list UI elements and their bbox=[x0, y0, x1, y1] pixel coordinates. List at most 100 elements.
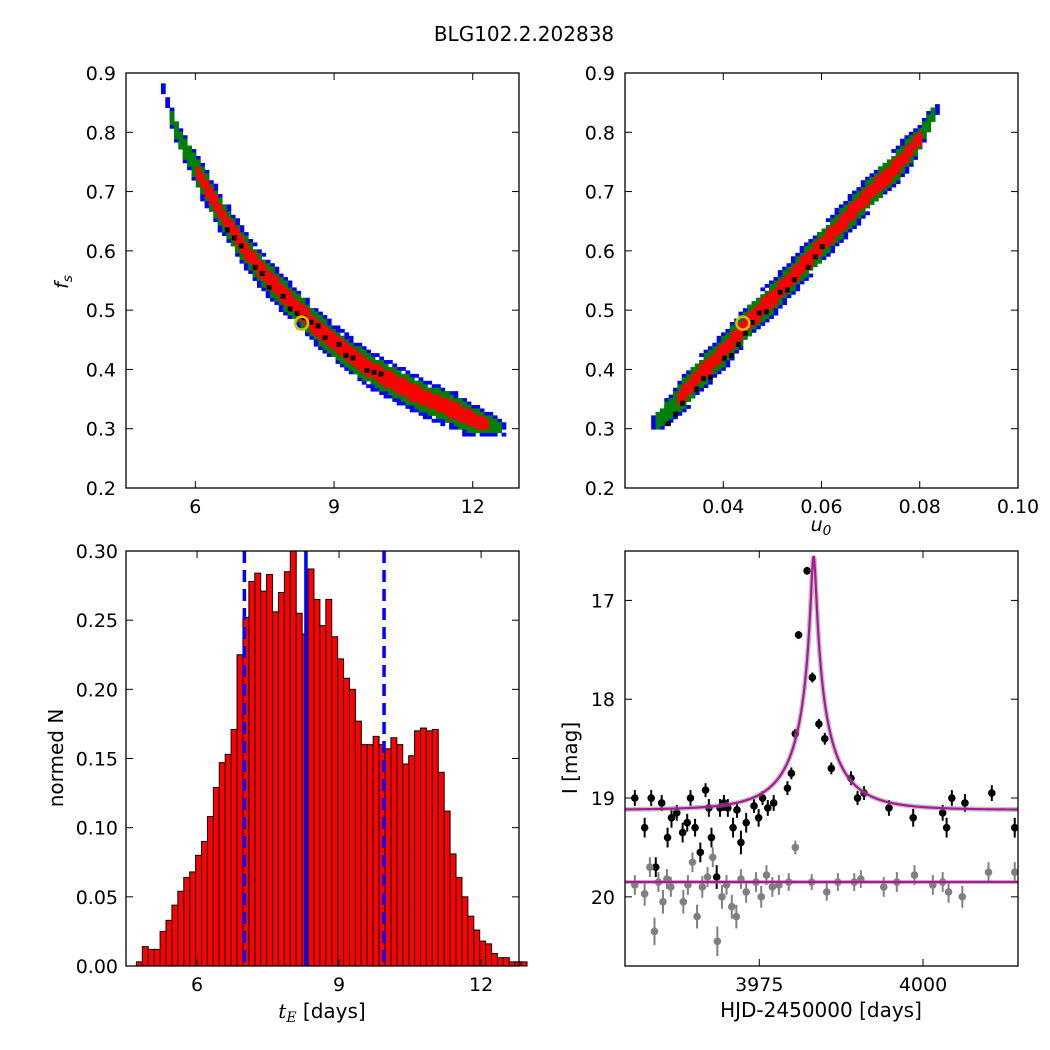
confidence-cell bbox=[664, 411, 670, 416]
confidence-cell bbox=[418, 380, 424, 385]
confidence-cell bbox=[287, 297, 293, 302]
confidence-cell bbox=[287, 315, 293, 319]
confidence-cell bbox=[825, 235, 831, 240]
confidence-cell bbox=[786, 290, 792, 295]
data-point bbox=[691, 823, 699, 832]
confidence-cell bbox=[479, 415, 485, 420]
axes-frame bbox=[624, 72, 1019, 489]
histogram-bar bbox=[455, 876, 463, 967]
confidence-cell bbox=[278, 301, 284, 306]
confidence-cell bbox=[699, 360, 704, 364]
confidence-cell bbox=[339, 353, 345, 357]
data-point bbox=[1010, 868, 1018, 876]
confidence-cell bbox=[243, 249, 249, 254]
confidence-cell bbox=[930, 111, 936, 115]
confidence-cell bbox=[418, 405, 424, 409]
confidence-cell bbox=[444, 401, 450, 406]
confidence-cell bbox=[431, 384, 437, 389]
confidence-cell bbox=[361, 366, 367, 371]
confidence-cell bbox=[751, 315, 757, 319]
confidence-cell bbox=[248, 252, 254, 257]
confidence-cell bbox=[326, 332, 332, 337]
confidence-cell bbox=[361, 346, 367, 351]
confidence-cell bbox=[860, 194, 866, 198]
confidence-cell bbox=[462, 425, 467, 430]
confidence-cell bbox=[274, 283, 280, 288]
confidence-cell bbox=[821, 239, 827, 243]
confidence-cell bbox=[388, 387, 393, 392]
confidence-cell bbox=[230, 239, 236, 243]
confidence-cell bbox=[716, 353, 722, 357]
confidence-cell bbox=[703, 384, 709, 389]
confidence-cell bbox=[773, 308, 779, 313]
confidence-cell bbox=[488, 418, 494, 423]
confidence-cell bbox=[440, 387, 446, 392]
confidence-cell bbox=[296, 318, 302, 323]
confidence-cell bbox=[873, 180, 879, 185]
confidence-cell bbox=[830, 232, 835, 236]
confidence-cell bbox=[326, 339, 332, 344]
confidence-cell bbox=[900, 162, 905, 167]
confidence-cell bbox=[847, 207, 853, 212]
confidence-cell bbox=[322, 322, 328, 326]
confidence-cell bbox=[847, 204, 853, 209]
confidence-cell bbox=[252, 270, 258, 274]
histogram-bar bbox=[431, 728, 439, 967]
confidence-cell bbox=[852, 197, 857, 202]
confidence-cell bbox=[492, 432, 498, 437]
confidence-cell bbox=[795, 252, 801, 257]
confidence-cell bbox=[287, 283, 293, 288]
histogram-bar bbox=[479, 940, 487, 967]
confidence-cell bbox=[677, 384, 683, 389]
confidence-cell bbox=[339, 346, 345, 351]
confidence-cell bbox=[235, 239, 240, 243]
y-tick-label: 0.2 bbox=[86, 478, 116, 500]
confidence-cell bbox=[444, 418, 450, 423]
confidence-cell bbox=[847, 218, 853, 223]
confidence-cell bbox=[370, 356, 376, 361]
confidence-cell bbox=[405, 373, 411, 378]
confidence-cell bbox=[252, 249, 258, 254]
confidence-cell bbox=[195, 176, 201, 181]
confidence-cell bbox=[418, 391, 424, 396]
data-point bbox=[961, 799, 969, 807]
histogram-bar bbox=[425, 730, 433, 967]
confidence-cell bbox=[659, 425, 665, 430]
confidence-cell bbox=[869, 180, 875, 185]
confidence-cell bbox=[917, 135, 923, 140]
confidence-cell bbox=[217, 218, 223, 223]
data-point bbox=[794, 631, 803, 639]
confidence-cell bbox=[729, 356, 735, 361]
confidence-cell bbox=[721, 346, 726, 351]
confidence-cell bbox=[804, 249, 809, 254]
confidence-cell bbox=[484, 411, 489, 416]
confidence-cell bbox=[449, 422, 454, 427]
confidence-cell bbox=[492, 418, 498, 423]
confidence-cell bbox=[318, 315, 323, 319]
confidence-cell bbox=[348, 353, 354, 357]
confidence-cell bbox=[734, 332, 739, 337]
confidence-cell bbox=[213, 218, 219, 223]
data-point bbox=[754, 813, 763, 822]
confidence-cell bbox=[751, 304, 757, 309]
confidence-cell bbox=[812, 242, 818, 247]
confidence-cell bbox=[383, 384, 389, 389]
confidence-cell bbox=[257, 280, 262, 285]
confidence-cell bbox=[278, 273, 284, 278]
confidence-cell bbox=[764, 318, 770, 323]
confidence-cell bbox=[213, 211, 219, 216]
confidence-region-sigma3 bbox=[160, 83, 507, 437]
confidence-cell bbox=[790, 266, 796, 271]
confidence-cell bbox=[475, 408, 481, 413]
confidence-cell bbox=[296, 297, 302, 302]
confidence-cell bbox=[777, 304, 783, 309]
confidence-cell bbox=[339, 360, 345, 364]
confidence-cell bbox=[208, 180, 214, 185]
y-tick-label: 0.3 bbox=[86, 419, 116, 441]
confidence-cell bbox=[843, 207, 849, 212]
confidence-cell bbox=[322, 346, 328, 351]
confidence-cell bbox=[773, 301, 779, 306]
confidence-cell bbox=[843, 214, 849, 219]
confidence-cell bbox=[790, 263, 796, 268]
confidence-cell bbox=[422, 384, 428, 389]
